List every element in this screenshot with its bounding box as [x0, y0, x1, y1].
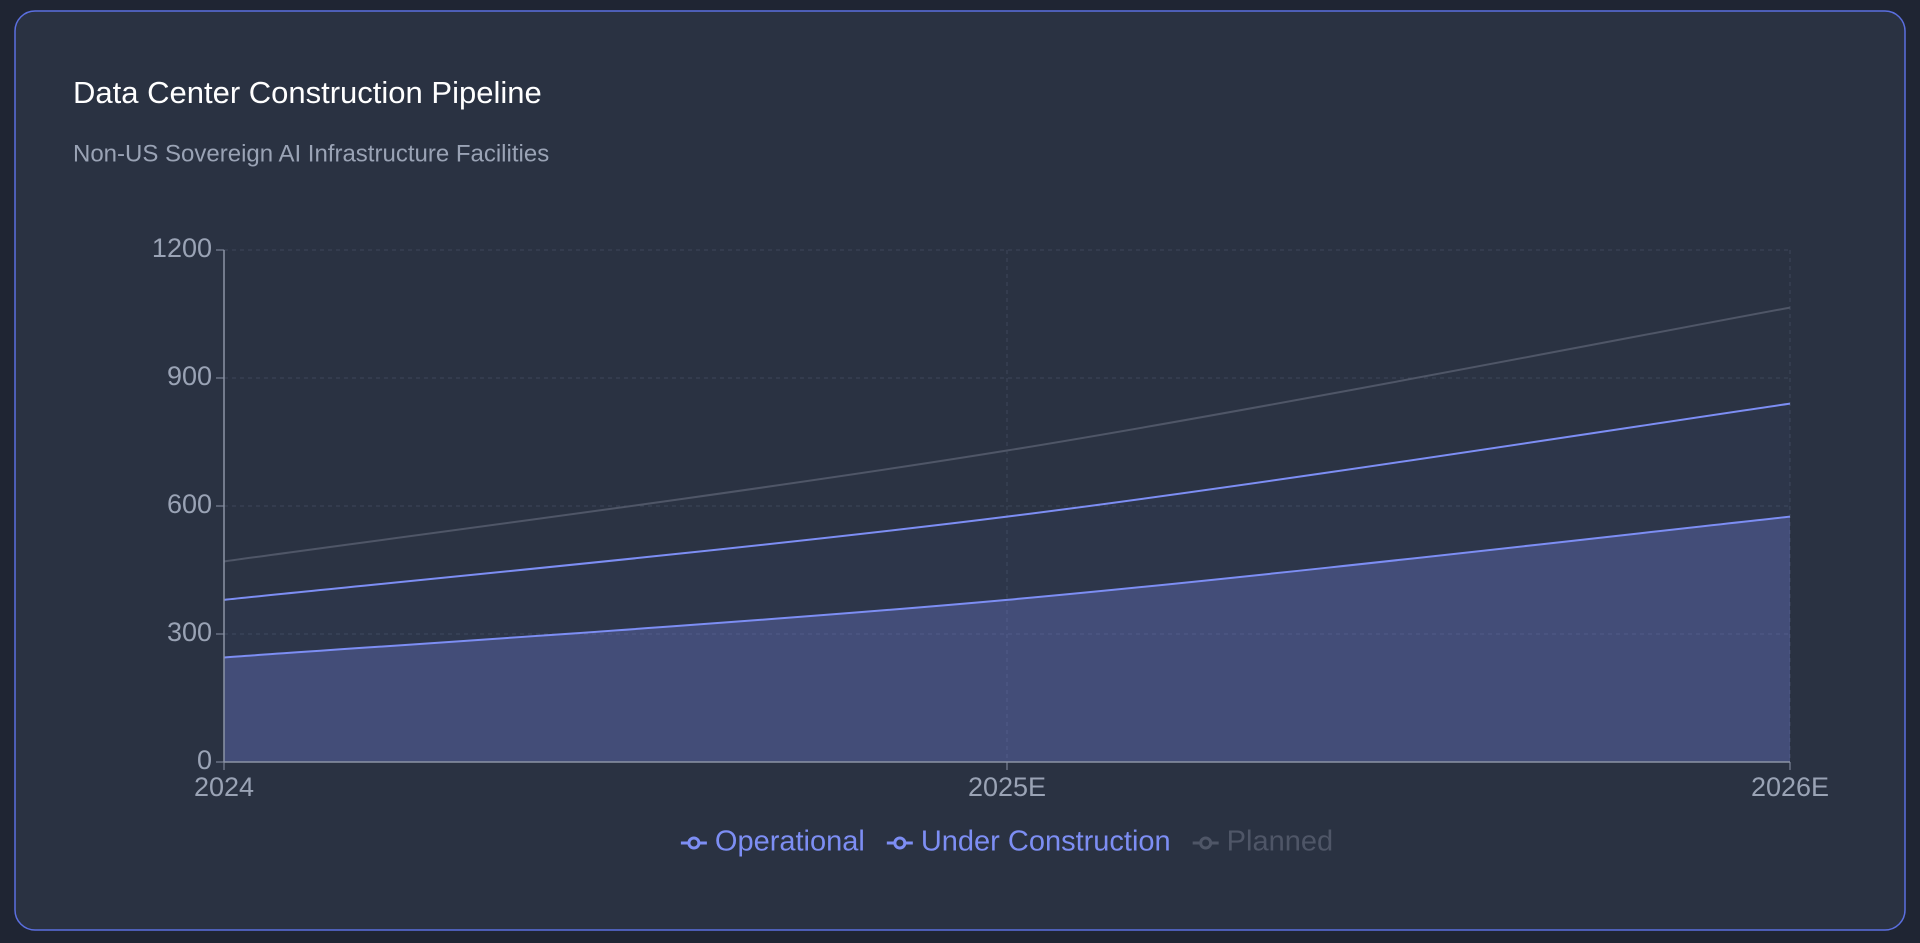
- x-tick-label: 2024: [194, 772, 254, 802]
- legend-label: Under Construction: [921, 826, 1171, 858]
- legend-icon-dot: [1199, 836, 1213, 850]
- series-line: [223, 515, 1791, 659]
- legend-label: Planned: [1227, 826, 1333, 858]
- y-tick-label: 300: [167, 617, 212, 647]
- legend-item[interactable]: Under Construction: [886, 826, 1171, 858]
- series-line: [223, 402, 1791, 601]
- legend-label: Operational: [715, 826, 865, 858]
- area-fill: [224, 307, 1790, 600]
- series-line: [223, 306, 1791, 563]
- y-tick-label: 600: [167, 489, 212, 519]
- x-tick-label: 2025E: [968, 772, 1046, 802]
- legend-item[interactable]: Planned: [1192, 826, 1333, 858]
- card: [14, 10, 1906, 931]
- chart-subtitle: Non-US Sovereign AI Infrastructure Facil…: [73, 140, 549, 167]
- chart-title: Data Center Construction Pipeline: [73, 75, 542, 110]
- legend-icon-dot: [893, 836, 907, 850]
- area-fill: [224, 516, 1790, 762]
- legend-item[interactable]: Operational: [680, 826, 865, 858]
- y-tick-label: 0: [197, 745, 212, 775]
- legend-icon-dot: [687, 836, 701, 850]
- area-fill: [224, 403, 1790, 658]
- x-tick-label: 2026E: [1751, 772, 1829, 802]
- legend: Operational Under Construction Planned: [680, 826, 1333, 858]
- y-tick-label: 900: [167, 361, 212, 391]
- y-tick-label: 1200: [152, 233, 212, 263]
